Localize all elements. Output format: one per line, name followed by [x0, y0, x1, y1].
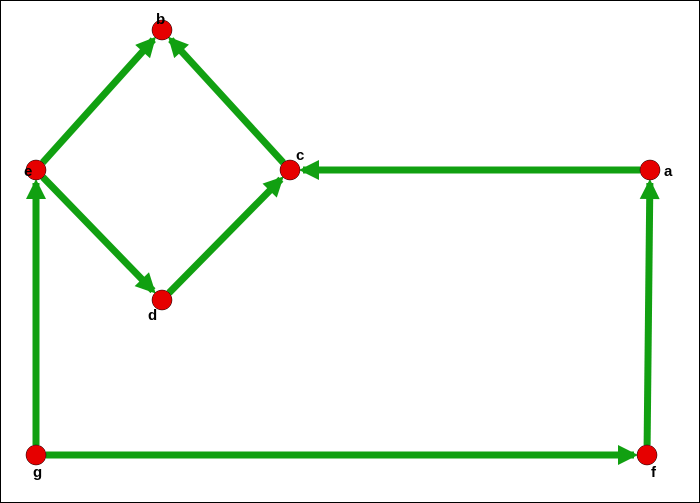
- edges: [36, 40, 650, 455]
- graph-diagram: g e d b c a f: [0, 0, 700, 503]
- node-f: [637, 445, 657, 465]
- label-e: e: [24, 163, 32, 180]
- node-a: [640, 160, 660, 180]
- edge-d-c: [169, 179, 281, 293]
- diagram-border: [1, 1, 700, 503]
- nodes: [26, 20, 660, 465]
- labels: g e d b c a f: [24, 11, 673, 481]
- edge-e-d: [43, 177, 153, 290]
- label-f: f: [651, 464, 657, 481]
- label-d: d: [148, 307, 157, 324]
- label-c: c: [296, 147, 304, 164]
- edge-f-a: [647, 183, 650, 445]
- label-g: g: [33, 464, 42, 481]
- label-a: a: [664, 163, 673, 180]
- node-g: [26, 445, 46, 465]
- edge-c-b: [171, 40, 283, 163]
- label-b: b: [156, 11, 165, 28]
- edge-e-b: [43, 40, 154, 163]
